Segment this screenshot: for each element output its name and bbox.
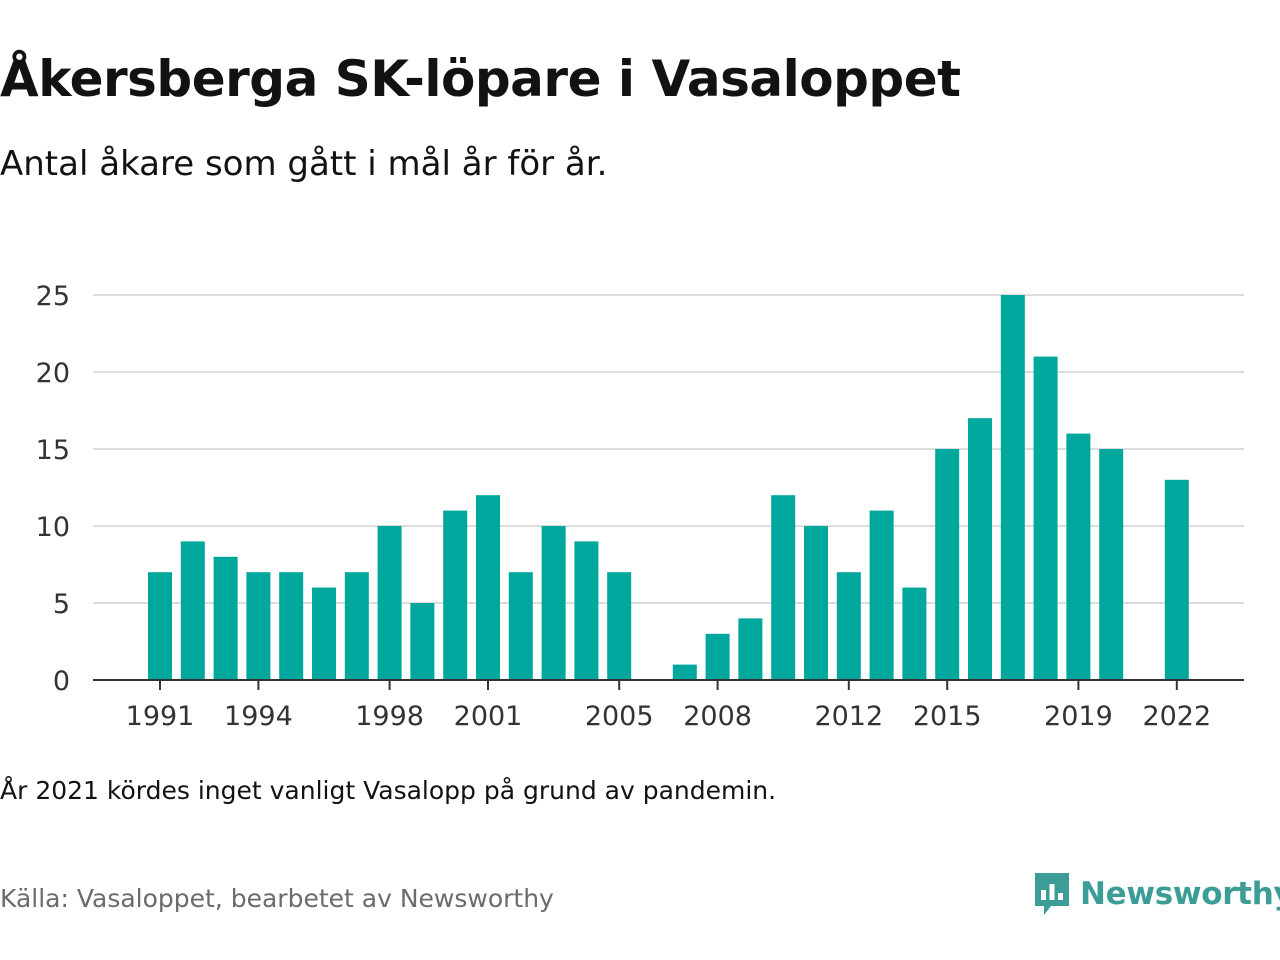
newsworthy-logo-icon [1035,873,1069,915]
bar [541,526,566,680]
bar [377,526,402,680]
y-tick-label: 25 [36,281,70,312]
bar [902,587,927,680]
y-tick-label: 0 [53,666,70,697]
bar [148,572,172,680]
x-tick-label: 1994 [224,701,293,730]
x-tick-label: 2022 [1142,701,1211,730]
bar [804,526,828,680]
bar [180,541,205,680]
x-tick-label: 1998 [355,701,424,730]
bar [279,572,304,680]
bar [836,572,861,680]
bar [574,541,599,680]
brand-name: Newsworthy [1080,876,1280,912]
bar [672,664,697,680]
chart-subtitle: Antal åkare som gått i mål år för år. [0,144,608,184]
bar [410,603,435,680]
bar [1066,433,1091,680]
source-credit: Källa: Vasaloppet, bearbetet av Newswort… [0,884,554,913]
chart-note: År 2021 kördes inget vanligt Vasalopp på… [0,776,777,805]
bar [738,618,763,680]
y-tick-label: 20 [36,358,70,389]
bar [771,495,796,680]
bar [607,572,632,680]
bar [476,495,500,680]
x-tick-label: 2005 [585,701,654,730]
bar [344,572,369,680]
bar [935,449,960,680]
y-tick-label: 15 [36,435,70,466]
x-tick-label: 1991 [126,701,195,730]
bar [443,510,468,680]
bar [508,572,533,680]
bar [246,572,271,680]
x-tick-label: 2008 [683,701,752,730]
x-tick-label: 2001 [454,701,523,730]
bar [705,633,730,680]
bar [968,418,992,680]
bar [869,510,894,680]
bar [1099,449,1124,680]
bar [1033,356,1058,680]
bar [213,556,238,680]
bar [1000,295,1025,680]
bar [312,587,336,680]
bar [1164,479,1189,680]
chart-title: Åkersberga SK-löpare i Vasaloppet [0,50,961,108]
bar-chart: 0 5 10 15 20 25 1991 1994 1998 2001 2005 2008 2012 20… [36,281,1244,730]
y-tick-label: 5 [53,589,70,620]
x-tick-label: 2019 [1044,701,1113,730]
y-tick-label: 10 [36,512,70,543]
newsworthy-logo: Newsworthy [1032,870,1280,918]
x-tick-label: 2012 [814,701,883,730]
x-tick-label: 2015 [913,701,982,730]
